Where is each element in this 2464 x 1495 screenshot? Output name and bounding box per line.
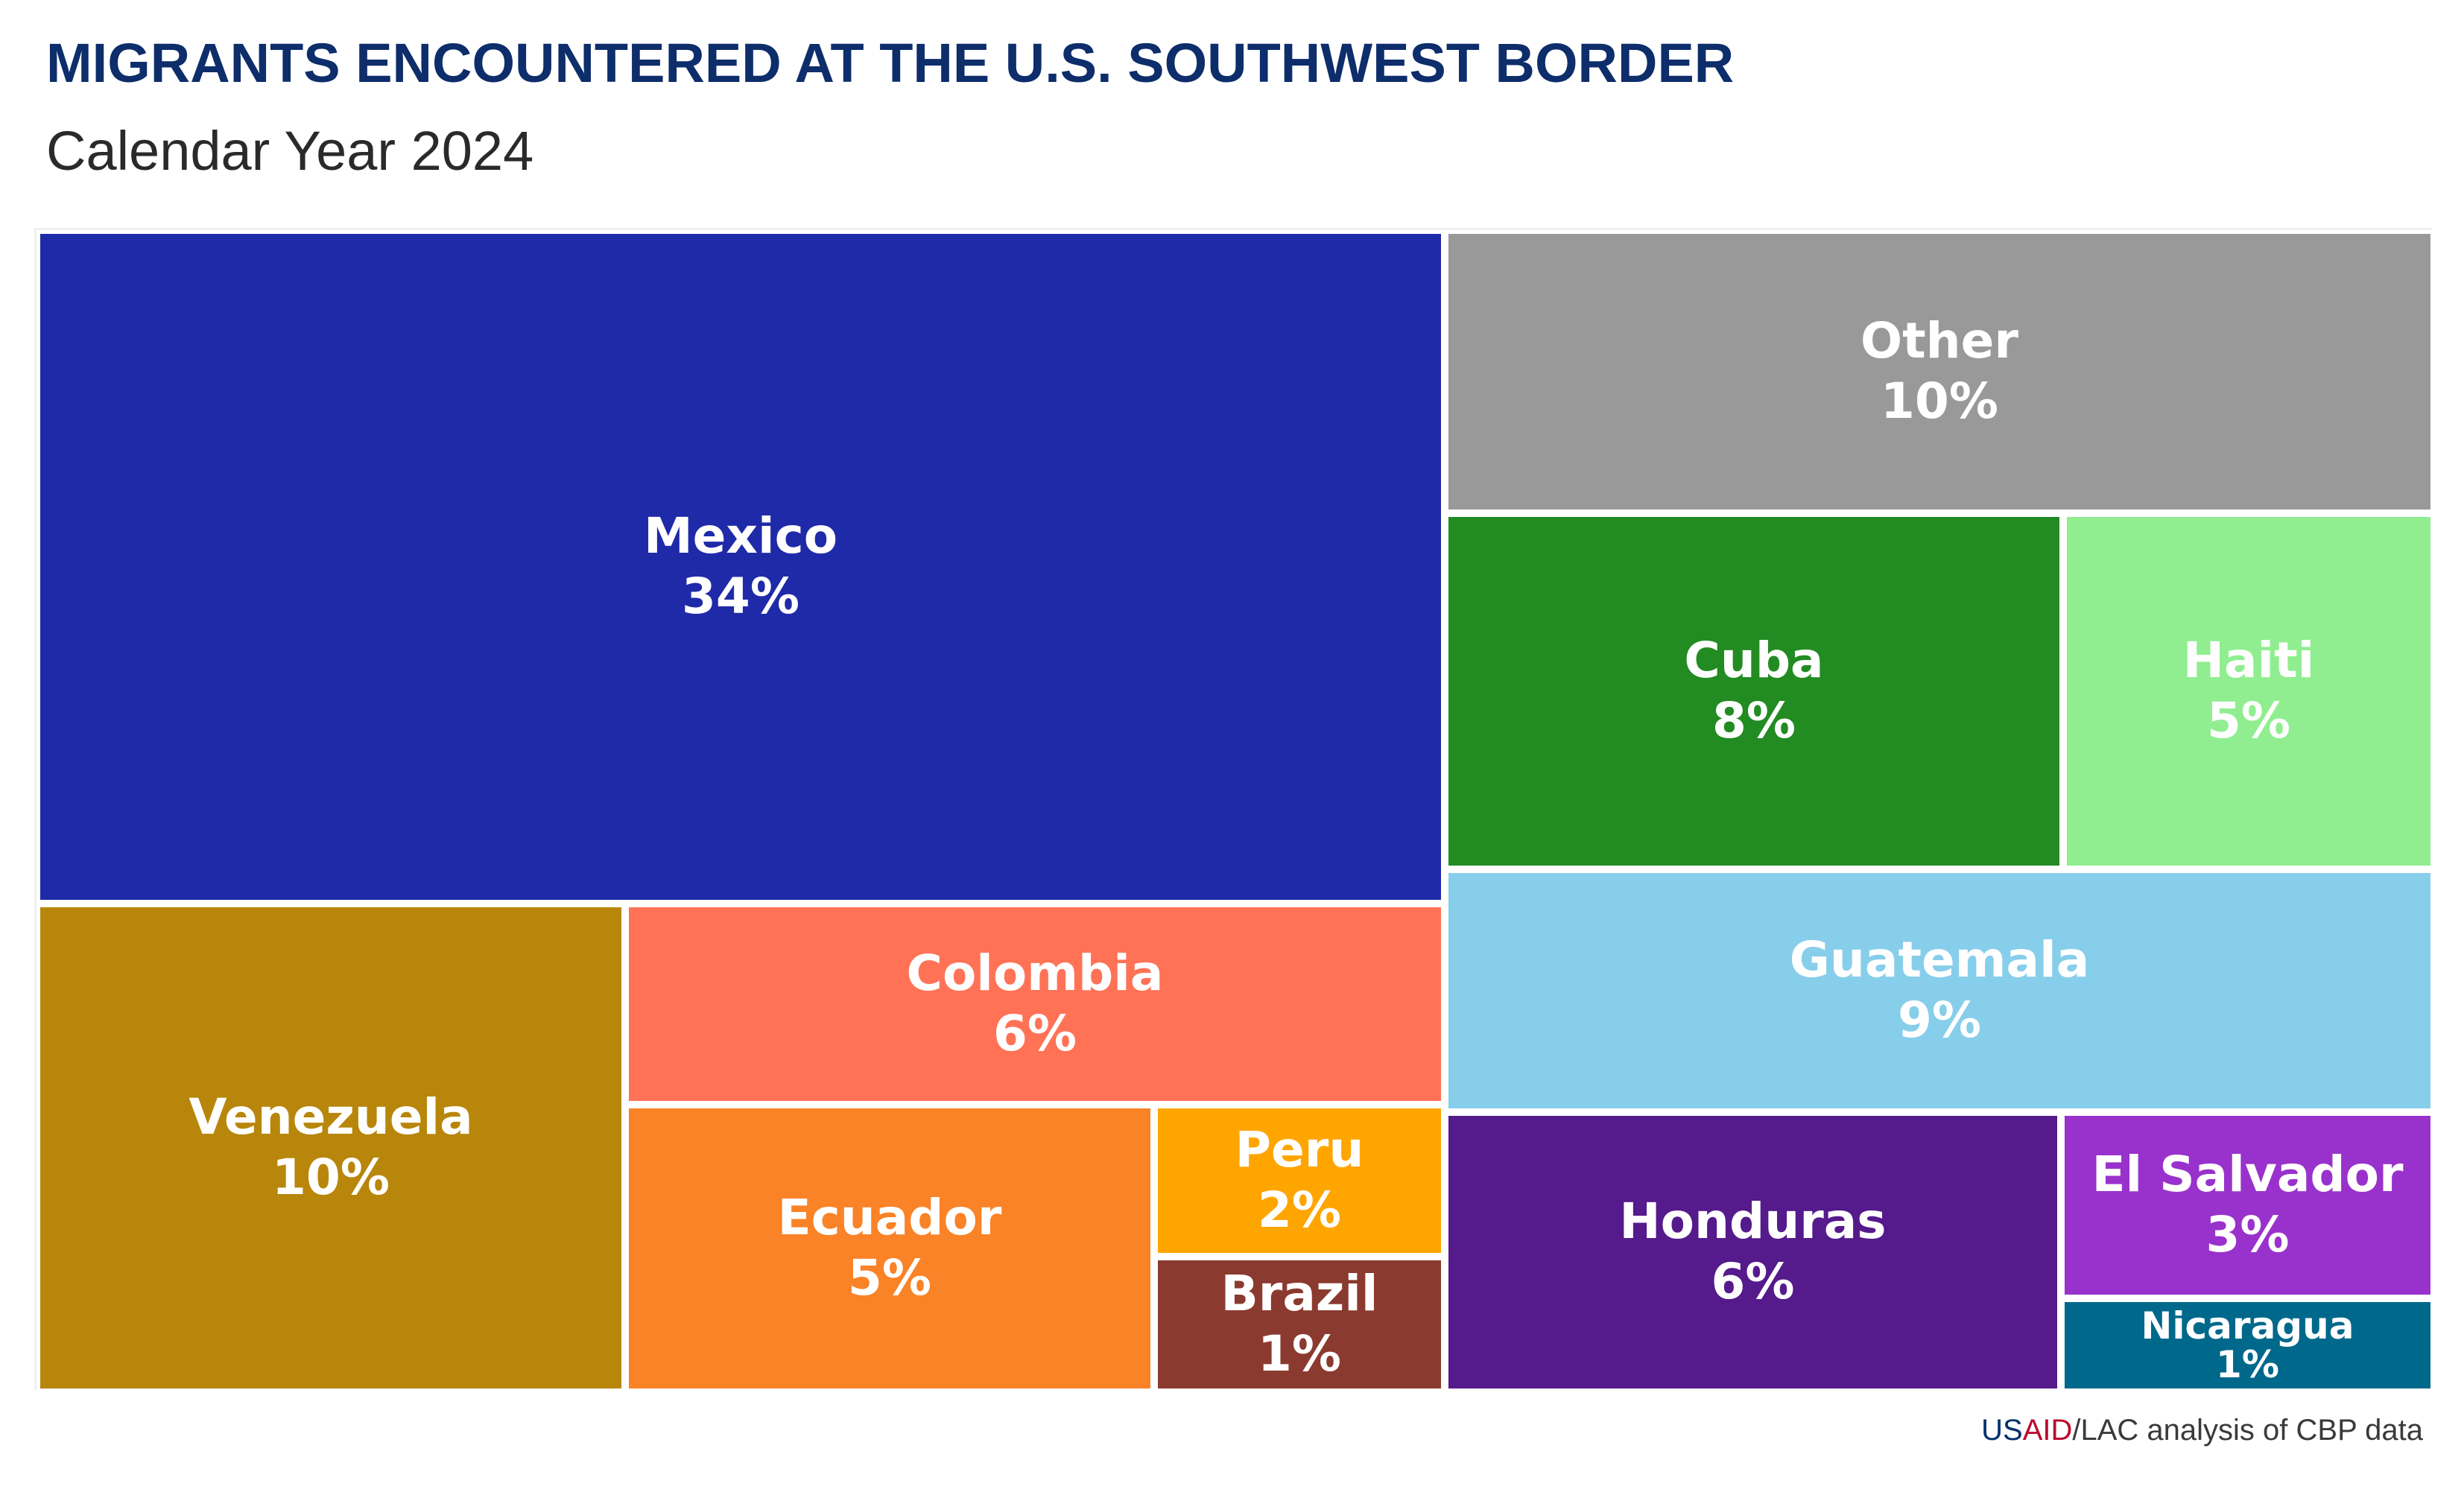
source-org-us: US — [1981, 1414, 2023, 1447]
source-text: /LAC analysis of CBP data — [2072, 1414, 2423, 1447]
tile-value-label: 6% — [992, 1005, 1077, 1062]
tile-value-label: 9% — [1897, 991, 1982, 1049]
tile-el-salvador: El Salvador 3% — [2061, 1112, 2434, 1298]
tile-value-label: 34% — [682, 568, 799, 625]
tile-value-label: 5% — [2206, 692, 2291, 749]
tile-peru: Peru 2% — [1154, 1105, 1445, 1257]
tile-mexico: Mexico 34% — [37, 230, 1445, 904]
chart-subtitle: Calendar Year 2024 — [46, 120, 534, 182]
chart-title: MIGRANTS ENCOUNTERED AT THE U.S. SOUTHWE… — [46, 32, 1735, 94]
tile-value-label: 10% — [272, 1149, 390, 1206]
tile-value-label: 1% — [2216, 1343, 2279, 1386]
tile-other: Other 10% — [1445, 230, 2434, 513]
tile-value-label: 2% — [1257, 1181, 1342, 1239]
tile-label: El Salvador — [2091, 1146, 2404, 1204]
tile-label: Cuba — [1684, 632, 1824, 690]
tile-label: Honduras — [1619, 1193, 1887, 1251]
tile-ecuador: Ecuador 5% — [625, 1105, 1154, 1392]
tile-label: Peru — [1235, 1121, 1364, 1179]
tile-value-label: 6% — [1711, 1253, 1795, 1310]
tile-value-label: 8% — [1711, 692, 1796, 749]
tile-value-label: 3% — [2205, 1206, 2290, 1263]
tile-label: Ecuador — [777, 1189, 1002, 1247]
tile-nicaragua: Nicaragua 1% — [2061, 1298, 2434, 1392]
tile-cuba: Cuba 8% — [1445, 513, 2063, 869]
tile-label: Other — [1860, 312, 2018, 370]
tile-brazil: Brazil 1% — [1154, 1257, 1445, 1392]
tile-value-label: 10% — [1881, 372, 1998, 430]
treemap: Mexico 34% Venezuela 10% Colombia 6% Ecuador 5%… — [34, 228, 2434, 1392]
tile-label: Nicaragua — [2141, 1304, 2354, 1348]
tile-venezuela: Venezuela 10% — [37, 904, 625, 1392]
tile-label: Haiti — [2182, 632, 2315, 690]
tile-honduras: Honduras 6% — [1445, 1112, 2061, 1392]
source-org-aid: AID — [2022, 1414, 2073, 1447]
tile-guatemala: Guatemala 9% — [1445, 869, 2434, 1112]
tile-colombia: Colombia 6% — [625, 904, 1445, 1105]
tile-haiti: Haiti 5% — [2063, 513, 2434, 869]
tile-label: Colombia — [906, 945, 1164, 1003]
source-note: USAID/LAC analysis of CBP data — [1981, 1414, 2423, 1447]
tile-label: Venezuela — [189, 1088, 473, 1146]
tile-value-label: 5% — [847, 1249, 932, 1307]
tile-label: Guatemala — [1789, 931, 2090, 989]
tile-value-label: 1% — [1257, 1325, 1342, 1383]
tile-label: Brazil — [1220, 1265, 1378, 1323]
tile-label: Mexico — [643, 507, 838, 565]
